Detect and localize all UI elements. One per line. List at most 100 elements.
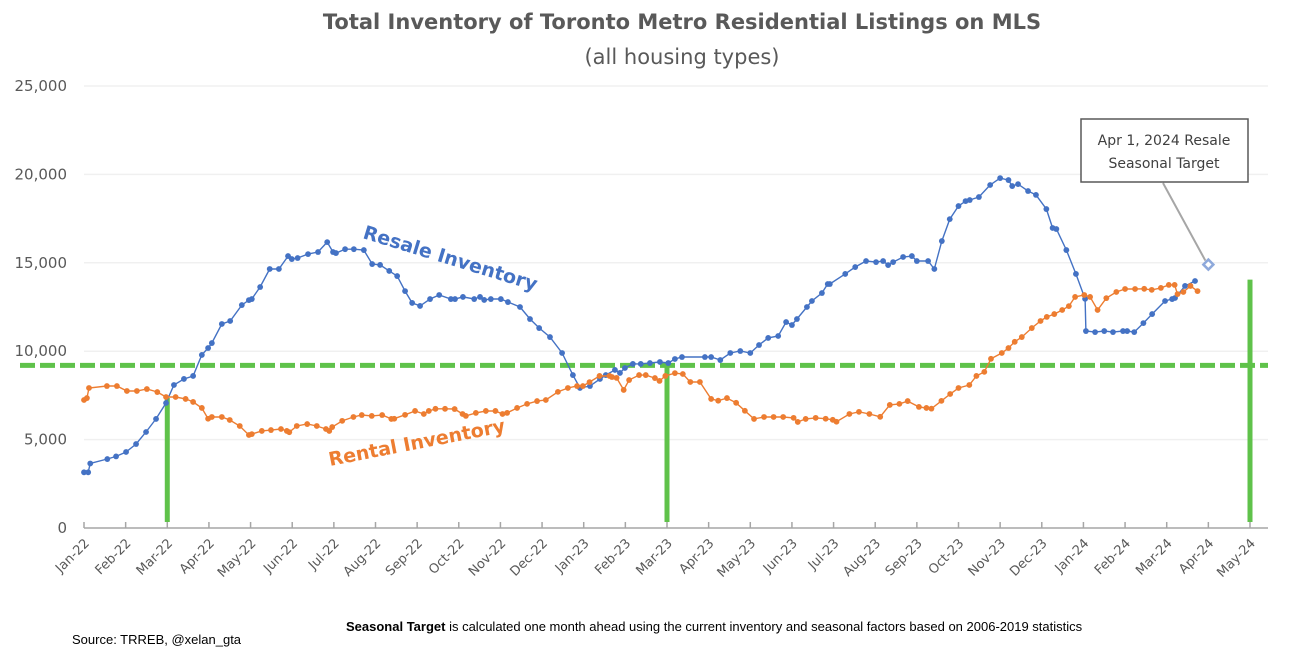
- data-point: [642, 372, 649, 378]
- data-point: [527, 316, 533, 322]
- series-group: [81, 175, 1201, 476]
- data-point: [492, 408, 499, 414]
- data-point: [679, 371, 686, 377]
- data-point: [294, 255, 301, 261]
- data-point: [976, 194, 982, 200]
- data-point: [293, 423, 300, 429]
- y-tick-label: 25,000: [15, 77, 68, 95]
- data-point: [1103, 295, 1110, 302]
- data-point: [856, 408, 862, 415]
- data-point: [472, 410, 479, 416]
- data-point: [620, 387, 627, 393]
- data-point: [394, 273, 401, 279]
- x-tick-label: Jun-22: [260, 536, 301, 577]
- data-point: [442, 405, 448, 412]
- resale-series-label: Resale Inventory: [361, 222, 541, 296]
- data-point: [809, 298, 815, 304]
- data-point: [925, 258, 932, 264]
- data-point: [1033, 192, 1039, 198]
- note-rest: is calculated one month ahead using the …: [445, 619, 1083, 634]
- data-point: [1101, 328, 1108, 334]
- data-point: [171, 382, 177, 388]
- y-tick-label: 0: [57, 519, 67, 537]
- data-point: [923, 405, 930, 411]
- data-point: [198, 352, 205, 358]
- data-point: [163, 394, 169, 400]
- x-tick-label: Feb-24: [1092, 536, 1134, 578]
- data-point: [613, 374, 620, 381]
- data-point: [717, 357, 724, 363]
- rental-series-label: Rental Inventory: [327, 415, 508, 471]
- x-tick-label: Oct-22: [426, 536, 468, 578]
- data-point: [87, 460, 94, 467]
- data-point: [536, 325, 543, 331]
- data-point: [826, 281, 833, 287]
- data-point: [733, 399, 740, 406]
- data-point: [696, 379, 703, 385]
- data-point: [487, 296, 494, 302]
- data-point: [665, 360, 672, 366]
- data-point: [596, 373, 603, 379]
- data-point: [679, 354, 685, 360]
- data-point: [652, 375, 658, 381]
- data-point: [504, 410, 510, 416]
- data-point: [846, 411, 853, 417]
- data-point: [305, 251, 311, 258]
- data-point: [1011, 338, 1018, 345]
- y-tick-label: 20,000: [15, 165, 68, 183]
- x-tick-label: Apr-24: [1176, 536, 1217, 577]
- data-point: [672, 370, 678, 377]
- data-point: [866, 411, 873, 417]
- data-point: [266, 266, 273, 272]
- data-point: [637, 361, 644, 367]
- data-point: [1015, 181, 1021, 188]
- data-point: [812, 414, 819, 421]
- data-point: [1028, 325, 1035, 331]
- data-point: [852, 264, 859, 270]
- data-point: [622, 365, 628, 371]
- data-point: [765, 335, 772, 341]
- data-point: [205, 345, 211, 351]
- data-point: [1059, 307, 1066, 313]
- data-point: [747, 350, 754, 356]
- data-point: [227, 318, 234, 324]
- data-point: [656, 378, 663, 384]
- x-tick-label: Jan-23: [552, 536, 593, 577]
- annotation-line-2: Seasonal Target: [1108, 156, 1220, 172]
- data-point: [715, 397, 722, 404]
- data-point: [278, 426, 284, 432]
- series-resale-inventory: [81, 175, 1198, 476]
- data-point: [534, 398, 540, 404]
- data-point: [163, 400, 169, 406]
- data-point: [208, 414, 215, 420]
- x-tick-label: Aug-22: [341, 536, 385, 580]
- data-point: [514, 405, 520, 411]
- data-point: [724, 395, 730, 401]
- data-point: [727, 350, 734, 356]
- data-point: [238, 302, 245, 308]
- data-point: [1148, 286, 1155, 293]
- data-point: [451, 406, 458, 412]
- data-point: [842, 271, 849, 277]
- source-note: Source: TRREB, @xelan_gta: [72, 632, 242, 647]
- data-point: [780, 414, 787, 420]
- data-point: [609, 374, 615, 380]
- data-point: [946, 216, 953, 223]
- annotation-line-1: Apr 1, 2024 Resale: [1098, 133, 1231, 149]
- data-point: [1009, 183, 1016, 189]
- data-point: [113, 453, 119, 460]
- data-point: [1037, 318, 1044, 324]
- data-point: [789, 322, 795, 328]
- data-point: [248, 296, 255, 302]
- data-point: [1141, 285, 1148, 292]
- data-point: [701, 354, 708, 360]
- target-diamond-marker: [1201, 257, 1216, 272]
- data-point: [1051, 311, 1058, 317]
- data-point: [143, 429, 149, 435]
- data-point: [636, 372, 642, 378]
- data-point: [208, 340, 215, 346]
- data-point: [288, 256, 295, 262]
- data-point: [1131, 329, 1138, 336]
- data-point: [966, 197, 973, 203]
